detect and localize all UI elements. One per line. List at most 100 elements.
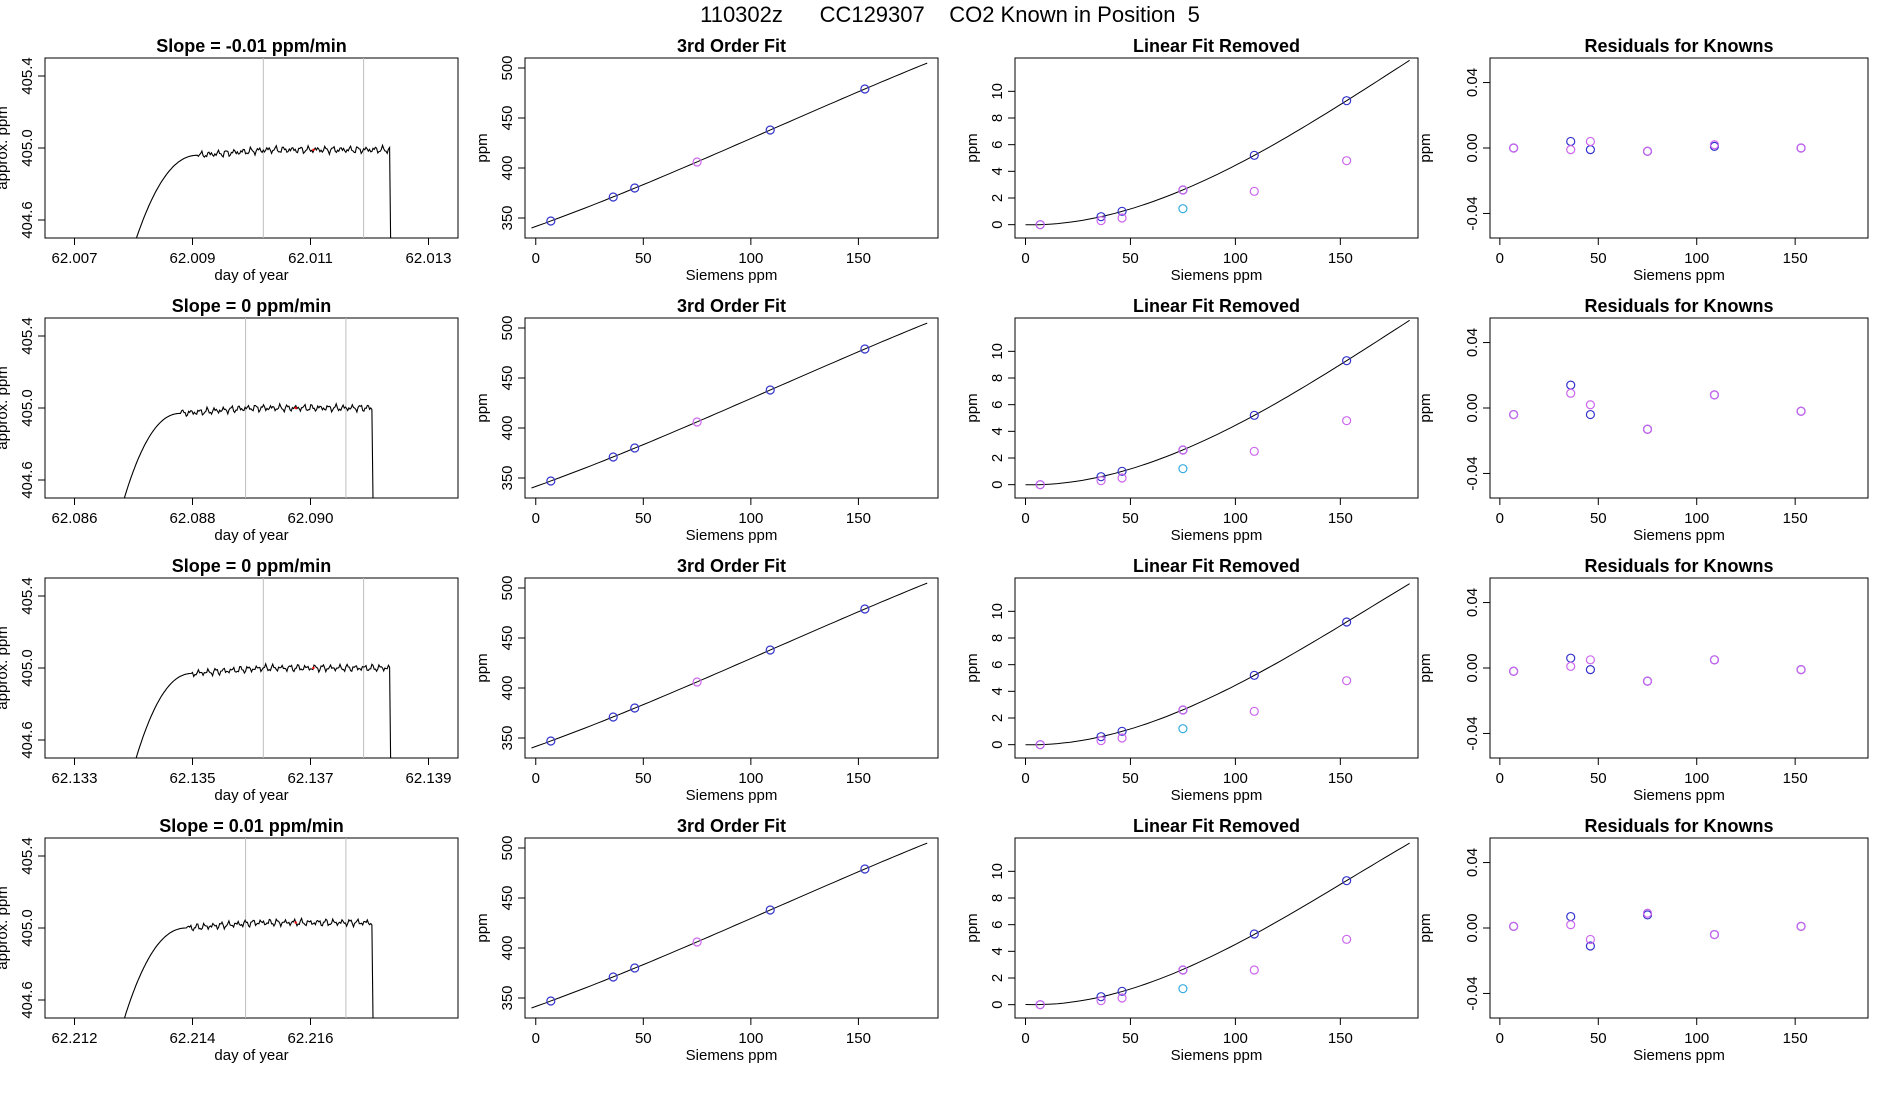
concentration-trace	[123, 916, 374, 1018]
y-axis-label: ppm	[474, 133, 491, 162]
residual-curve	[1025, 842, 1410, 1006]
data-point	[1709, 655, 1720, 665]
x-tick-label: 62.139	[406, 770, 452, 787]
x-axis-label: Siemens ppm	[1171, 527, 1263, 544]
panel-residuals-row-4: Residuals for Knowns 0 50 100 150 Siemens ppm…	[1417, 816, 1869, 1064]
data-point	[860, 864, 870, 874]
plot-frame	[1489, 57, 1869, 239]
panel-linear-removed-row-4: Linear Fit Removed 0 50 100 150 Siemens ppm 0 2…	[964, 816, 1419, 1064]
x-tick-label: 0	[532, 1030, 540, 1047]
y-tick-label: 450	[499, 365, 516, 390]
y-tick-label: 6	[989, 400, 1006, 408]
data-point	[1709, 929, 1720, 940]
data-point	[692, 157, 702, 167]
panel-title: Slope = 0.01 ppm/min	[159, 816, 344, 836]
data-point	[546, 736, 556, 746]
mean-marker	[312, 666, 315, 670]
data-point	[1585, 655, 1596, 665]
y-axis-label: ppm	[1417, 133, 1434, 162]
panel-title: Linear Fit Removed	[1133, 556, 1300, 576]
data-point	[1117, 206, 1127, 216]
y-tick-label: 500	[499, 575, 516, 600]
x-axis-label: Siemens ppm	[686, 527, 778, 544]
data-point	[692, 937, 702, 947]
data-point	[1117, 473, 1127, 483]
cubic-fit-line	[531, 842, 928, 1009]
panel-fit-row-1: 3rd Order Fit 0 50 100 150 Siemens ppm 350 400 4…	[474, 36, 939, 284]
panel-title: Linear Fit Removed	[1133, 296, 1300, 316]
cubic-fit-line	[531, 582, 928, 749]
x-tick-label: 0	[532, 510, 540, 527]
y-tick-label: 4	[989, 687, 1006, 695]
data-point	[1096, 212, 1106, 222]
panel-title: Slope = -0.01 ppm/min	[156, 36, 347, 56]
y-axis-label: approx. ppm	[0, 886, 11, 969]
plot-frame	[44, 57, 459, 239]
data-point	[546, 996, 556, 1006]
data-point	[1642, 908, 1653, 918]
panel-fit-row-4: 3rd Order Fit 0 50 100 150 Siemens ppm 350 400 4…	[474, 816, 939, 1064]
x-tick-label: 150	[1783, 250, 1808, 267]
y-tick-label: 0.04	[1464, 588, 1481, 617]
data-point	[1178, 984, 1188, 994]
data-point	[1178, 185, 1188, 195]
y-tick-label: 0	[989, 220, 1006, 228]
data-point	[1249, 150, 1259, 160]
data-point	[1035, 1000, 1045, 1010]
plot-area	[531, 582, 928, 749]
panel-title: Residuals for Knowns	[1584, 296, 1773, 316]
x-tick-label: 100	[738, 770, 763, 787]
data-point	[1178, 464, 1188, 474]
plot-area	[531, 322, 928, 489]
x-axis-label: Siemens ppm	[686, 267, 778, 284]
data-point	[1249, 186, 1259, 196]
x-tick-label: 62.135	[170, 770, 216, 787]
y-tick-label: 4	[989, 167, 1006, 175]
data-point	[1178, 724, 1188, 734]
panel-slope-row-1: Slope = -0.01 ppm/min 62.007 62.009 62.011 6…	[0, 36, 459, 284]
x-tick-label: 0	[1496, 250, 1504, 267]
x-tick-label: 0	[1021, 510, 1029, 527]
x-tick-label: 150	[1328, 510, 1353, 527]
data-point	[1566, 661, 1576, 671]
x-tick-label: 62.009	[170, 250, 216, 267]
panel-title: Residuals for Knowns	[1584, 36, 1773, 56]
data-point	[1035, 740, 1045, 750]
y-tick-label: 0	[989, 480, 1006, 488]
y-tick-label: 404.6	[19, 981, 36, 1019]
x-axis-label: Siemens ppm	[686, 1047, 778, 1064]
data-point	[1249, 706, 1259, 716]
x-tick-label: 50	[1122, 250, 1139, 267]
data-point	[630, 183, 640, 193]
data-point	[1249, 410, 1259, 420]
x-axis-label: Siemens ppm	[686, 787, 778, 804]
data-point	[765, 905, 775, 915]
y-tick-label: 0.00	[1464, 393, 1481, 422]
plot-area	[531, 62, 928, 229]
data-point	[1249, 670, 1259, 680]
panel-title: 3rd Order Fit	[677, 816, 786, 836]
x-tick-label: 0	[532, 770, 540, 787]
data-point	[1096, 732, 1106, 742]
y-tick-label: 8	[989, 634, 1006, 642]
panel-linear-removed-row-2: Linear Fit Removed 0 50 100 150 Siemens ppm 0 2…	[964, 296, 1419, 544]
y-tick-label: 6	[989, 660, 1006, 668]
x-tick-label: 100	[1223, 770, 1248, 787]
x-tick-label: 100	[738, 250, 763, 267]
data-point	[546, 216, 556, 226]
data-point	[1709, 140, 1720, 150]
data-point	[1566, 911, 1576, 922]
x-tick-label: 50	[635, 770, 652, 787]
data-point	[1566, 136, 1576, 147]
plot-frame	[1489, 577, 1869, 759]
residual-curve	[1025, 319, 1410, 486]
data-point	[1096, 996, 1106, 1006]
y-axis-label: ppm	[474, 653, 491, 682]
plot-frame	[44, 317, 459, 499]
y-tick-label: 4	[989, 947, 1006, 955]
x-tick-label: 100	[1223, 510, 1248, 527]
data-point	[1117, 213, 1127, 223]
data-point	[1342, 416, 1352, 426]
data-point	[1642, 676, 1653, 686]
x-tick-label: 100	[1684, 510, 1709, 527]
